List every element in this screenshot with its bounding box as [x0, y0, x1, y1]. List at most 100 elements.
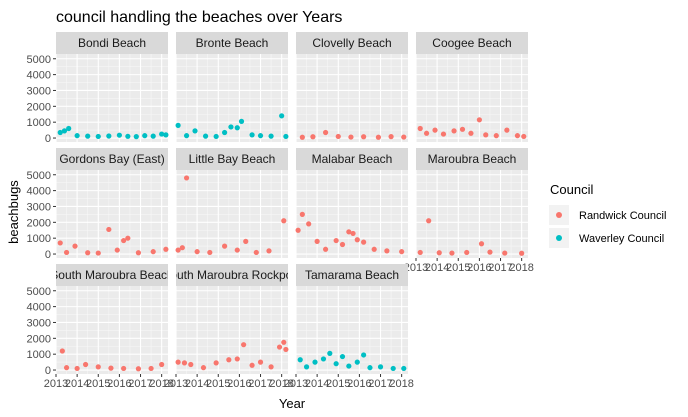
data-point	[322, 246, 329, 252]
data-point	[148, 365, 154, 372]
data-point	[327, 350, 333, 356]
data-point	[361, 239, 367, 245]
data-point	[468, 130, 474, 136]
x-tick-label: 2017	[368, 378, 392, 390]
legend-label-waverley: Waverley Council	[579, 233, 664, 245]
data-point	[249, 362, 255, 368]
legend-title: Council	[550, 182, 593, 197]
data-point	[202, 133, 209, 139]
y-tick-label: 4000	[27, 70, 51, 82]
facet-strip-label: South Maroubra Rockpool	[162, 268, 301, 282]
data-point	[367, 365, 373, 371]
y-tick-label: 2000	[27, 333, 51, 345]
x-tick-label: 2018	[149, 378, 173, 390]
data-point	[384, 248, 390, 254]
x-tick-label: 2014	[185, 378, 209, 390]
data-point	[125, 235, 131, 241]
facet-bronte-beach: Bronte Beach	[175, 32, 289, 142]
facet-strip	[416, 148, 528, 170]
data-point	[181, 360, 188, 366]
facet-strip-label: Clovelly Beach	[312, 36, 391, 50]
data-point	[95, 133, 101, 140]
data-point	[339, 241, 346, 248]
y-tick-label: 0	[45, 365, 51, 377]
facet-strip-label: Gordons Bay (East)	[59, 152, 164, 166]
data-point	[361, 134, 367, 140]
data-point	[297, 357, 303, 363]
data-point	[451, 128, 457, 134]
facet-panels: Bondi Beach 0 1000 2000 3000 4000 5000 Bronte B…	[27, 32, 534, 390]
data-point	[333, 361, 339, 367]
y-tick-label: 0	[45, 133, 51, 145]
data-point	[108, 365, 114, 371]
x-tick-label: 2015	[86, 378, 110, 390]
x-tick-label: 2016	[467, 262, 491, 274]
data-point	[299, 211, 305, 217]
data-point	[266, 248, 272, 254]
facet-panel-background	[176, 170, 288, 258]
data-point	[281, 339, 287, 345]
x-tick-label: 2015	[326, 378, 350, 390]
data-point	[106, 133, 112, 139]
data-point	[192, 128, 198, 134]
data-point	[135, 366, 142, 372]
data-point	[423, 130, 430, 136]
y-tick-label: 3000	[27, 201, 51, 213]
data-point	[493, 133, 499, 139]
data-point	[57, 240, 63, 246]
y-tick-label: 1000	[27, 233, 51, 245]
data-point	[150, 249, 156, 255]
data-point	[150, 133, 156, 139]
data-point	[279, 113, 285, 119]
facet-strip-label: Bondi Beach	[78, 36, 146, 50]
y-tick-label: 3000	[27, 317, 51, 329]
data-point	[354, 237, 360, 243]
facet-strip-label: Tamarama Beach	[305, 268, 399, 282]
data-point	[283, 346, 289, 353]
facet-strip-label: South Maroubra Beach	[50, 268, 173, 282]
facet-strip-label: Maroubra Beach	[428, 152, 517, 166]
data-point	[241, 342, 247, 348]
facet-strip	[176, 264, 288, 286]
facet-strip	[296, 264, 408, 286]
data-point	[82, 361, 89, 368]
x-tick-label: 2013	[404, 262, 428, 274]
data-point	[514, 133, 521, 139]
data-point	[375, 134, 382, 140]
facet-panel-background	[56, 286, 168, 374]
facet-clovelly-beach: Clovelly Beach	[295, 32, 408, 142]
data-point	[487, 249, 493, 255]
data-point	[257, 359, 264, 365]
data-point	[335, 133, 341, 140]
data-point	[213, 360, 219, 366]
y-tick-label: 3000	[27, 85, 51, 97]
data-point	[188, 361, 194, 368]
y-tick-label: 4000	[27, 186, 51, 198]
facet-little-bay-beach: Little Bay Beach	[175, 148, 288, 258]
data-point	[106, 226, 112, 233]
data-point	[401, 134, 407, 140]
data-point	[371, 246, 377, 252]
data-point	[417, 125, 423, 132]
data-point	[57, 129, 63, 136]
data-point	[483, 132, 489, 138]
facet-gordons-bay-east: Gordons Bay (East) 0 1000 2000 3000 4000 5000	[27, 148, 169, 261]
y-tick-label: 0	[45, 249, 51, 261]
facet-strip	[296, 148, 408, 170]
data-point	[519, 250, 525, 256]
data-point	[361, 352, 367, 358]
facet-strip	[176, 32, 288, 54]
data-point	[388, 134, 394, 140]
data-point	[85, 133, 91, 139]
chart-title: council handling the beaches over Years	[56, 9, 342, 26]
data-point	[222, 243, 228, 249]
y-tick-label: 2000	[27, 217, 51, 229]
x-tick-label: 2017	[488, 262, 512, 274]
facet-panel-background	[56, 54, 168, 142]
x-tick-label: 2016	[107, 378, 131, 390]
data-point	[354, 359, 360, 365]
facet-malabar-beach: Malabar Beach	[295, 148, 408, 258]
data-point	[234, 125, 240, 131]
